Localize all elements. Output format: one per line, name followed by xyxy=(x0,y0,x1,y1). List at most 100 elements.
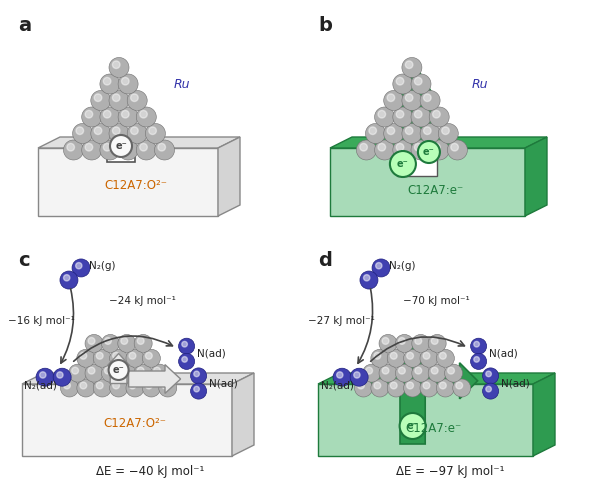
Circle shape xyxy=(418,141,440,163)
Circle shape xyxy=(179,338,194,354)
Polygon shape xyxy=(330,137,547,148)
Polygon shape xyxy=(218,137,240,216)
Circle shape xyxy=(158,143,166,151)
Circle shape xyxy=(420,379,438,397)
Circle shape xyxy=(404,349,422,367)
Circle shape xyxy=(110,379,128,397)
Text: c: c xyxy=(18,251,29,270)
Circle shape xyxy=(415,367,422,374)
Circle shape xyxy=(110,135,132,157)
Circle shape xyxy=(428,335,446,352)
Text: N(ad): N(ad) xyxy=(488,349,517,359)
Circle shape xyxy=(482,368,499,384)
Circle shape xyxy=(396,110,404,118)
Circle shape xyxy=(40,372,46,378)
Circle shape xyxy=(411,107,431,127)
Text: −24 kJ mol⁻¹: −24 kJ mol⁻¹ xyxy=(109,296,175,306)
Circle shape xyxy=(191,383,206,399)
Circle shape xyxy=(398,337,406,344)
Circle shape xyxy=(411,140,431,160)
Polygon shape xyxy=(107,130,135,162)
Circle shape xyxy=(474,357,479,362)
Text: C12A7:O²⁻: C12A7:O²⁻ xyxy=(104,179,167,192)
Circle shape xyxy=(94,127,102,134)
Polygon shape xyxy=(398,339,427,444)
Text: e⁻: e⁻ xyxy=(423,147,435,157)
Circle shape xyxy=(80,382,87,389)
Circle shape xyxy=(424,94,431,101)
Circle shape xyxy=(64,275,70,281)
Circle shape xyxy=(68,364,86,382)
Text: N₂(ad): N₂(ad) xyxy=(320,380,353,390)
Circle shape xyxy=(333,368,351,386)
Text: e⁻: e⁻ xyxy=(407,421,418,431)
Circle shape xyxy=(85,335,103,352)
Circle shape xyxy=(456,382,463,389)
Circle shape xyxy=(103,110,111,118)
Circle shape xyxy=(77,379,95,397)
Circle shape xyxy=(390,151,416,177)
Text: d: d xyxy=(318,251,332,270)
Circle shape xyxy=(73,123,92,143)
Circle shape xyxy=(393,140,413,160)
Circle shape xyxy=(145,382,152,389)
Circle shape xyxy=(379,335,397,352)
Text: b: b xyxy=(318,16,332,35)
Circle shape xyxy=(354,372,360,378)
Circle shape xyxy=(118,74,138,94)
Circle shape xyxy=(486,386,491,392)
Polygon shape xyxy=(107,354,130,383)
Circle shape xyxy=(64,382,70,389)
Circle shape xyxy=(118,364,136,382)
Circle shape xyxy=(393,107,413,127)
Polygon shape xyxy=(22,373,254,384)
Circle shape xyxy=(393,74,413,94)
Circle shape xyxy=(387,349,405,367)
Circle shape xyxy=(154,367,160,374)
Circle shape xyxy=(415,77,422,85)
Circle shape xyxy=(404,379,422,397)
Circle shape xyxy=(423,352,430,359)
Circle shape xyxy=(382,367,389,374)
Circle shape xyxy=(402,90,422,110)
Polygon shape xyxy=(38,137,240,148)
Circle shape xyxy=(384,90,404,110)
Circle shape xyxy=(112,61,120,68)
Circle shape xyxy=(431,337,438,344)
Text: N₂(g): N₂(g) xyxy=(89,261,115,271)
Circle shape xyxy=(136,140,156,160)
Circle shape xyxy=(378,110,386,118)
Text: e⁻: e⁻ xyxy=(113,365,124,375)
Text: −70 kJ mol⁻¹: −70 kJ mol⁻¹ xyxy=(403,296,469,306)
Circle shape xyxy=(355,379,373,397)
Circle shape xyxy=(118,335,136,352)
Circle shape xyxy=(140,143,148,151)
Circle shape xyxy=(109,123,129,143)
Text: −27 kJ mol⁻¹: −27 kJ mol⁻¹ xyxy=(308,316,375,326)
Circle shape xyxy=(387,94,395,101)
Circle shape xyxy=(85,364,103,382)
Circle shape xyxy=(407,382,413,389)
Circle shape xyxy=(337,372,343,378)
Circle shape xyxy=(88,367,95,374)
Circle shape xyxy=(103,143,111,151)
Circle shape xyxy=(142,379,160,397)
Circle shape xyxy=(396,143,404,151)
Circle shape xyxy=(358,382,364,389)
Circle shape xyxy=(398,367,406,374)
Circle shape xyxy=(104,367,112,374)
Circle shape xyxy=(182,357,187,362)
Circle shape xyxy=(103,77,111,85)
Circle shape xyxy=(384,123,404,143)
Circle shape xyxy=(60,271,78,289)
Circle shape xyxy=(131,127,138,134)
Circle shape xyxy=(179,353,194,369)
Circle shape xyxy=(109,360,128,380)
Text: C12A7:O²⁻: C12A7:O²⁻ xyxy=(104,417,167,430)
Bar xyxy=(22,384,232,456)
Bar xyxy=(38,148,218,216)
Circle shape xyxy=(109,57,129,77)
Circle shape xyxy=(129,382,136,389)
Circle shape xyxy=(140,110,148,118)
Circle shape xyxy=(438,123,458,143)
